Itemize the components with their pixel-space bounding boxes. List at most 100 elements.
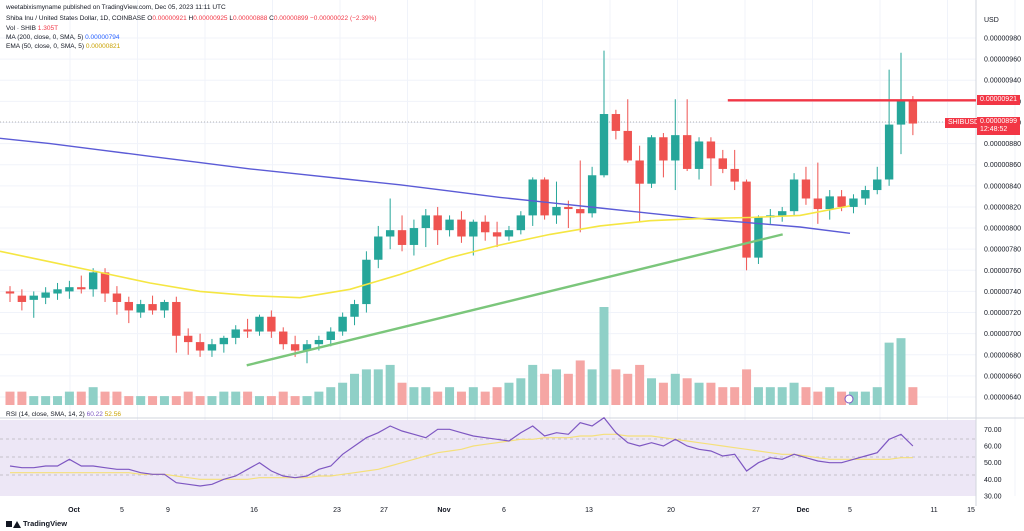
volume-bar [124, 396, 134, 405]
time-tick: Oct [68, 507, 80, 514]
candle-body [896, 100, 906, 125]
ema-value: 0.00000821 [85, 43, 121, 50]
price-tick: 0.00000960 [984, 57, 1021, 64]
volume-bar [254, 396, 264, 405]
volume-bar [730, 387, 740, 405]
volume-bar [623, 373, 633, 405]
tradingview-brand: TradingView [23, 519, 68, 528]
volume-bar [88, 387, 98, 405]
time-tick: 20 [667, 507, 675, 514]
candles [5, 50, 918, 364]
time-tick: Nov [437, 507, 450, 514]
candle-body [730, 168, 739, 182]
candle-body [338, 316, 347, 332]
volume-bar [326, 387, 336, 405]
volume-bar [373, 369, 383, 405]
candle-body [837, 196, 846, 207]
rsi-tick: 40.00 [984, 477, 1002, 484]
symbol-price-tag: SHIBUSD [945, 118, 983, 128]
rsi-tick: 50.00 [984, 460, 1002, 467]
candle-body [552, 206, 561, 216]
candle-body [587, 175, 597, 214]
candle-body [682, 135, 692, 169]
volume-bar [658, 382, 668, 405]
candle-body [243, 329, 252, 332]
time-tick: 11 [930, 507, 937, 514]
candle-body [255, 316, 264, 332]
volume-bar [409, 387, 419, 405]
candle-body [718, 158, 727, 169]
volume-bar [243, 391, 253, 405]
ohlc-low-label: L [229, 15, 233, 22]
volume-bar [112, 391, 122, 405]
candle-body [706, 141, 716, 159]
candle-body [778, 211, 787, 216]
time-tick: 13 [585, 507, 593, 514]
candle-body [219, 337, 229, 345]
volume-bar [183, 391, 193, 405]
volume-bar [17, 391, 27, 405]
price-tick: 0.00000780 [984, 247, 1021, 254]
candle-body [326, 331, 335, 340]
candle-body [742, 181, 751, 258]
time-axis[interactable]: Oct 5 9 16 23 27 Nov 6 13 20 27 Dec 5 11 15 [68, 507, 975, 514]
candle-body [849, 198, 858, 207]
rsi-ma-value: 52.56 [104, 411, 121, 418]
price-tick: 0.00000640 [984, 395, 1021, 402]
time-tick: 27 [752, 507, 760, 514]
currency-label: USD [984, 17, 999, 24]
candle-body [231, 329, 240, 338]
candle-body [207, 344, 217, 351]
candle-body [124, 301, 133, 311]
price-tick: 0.00000760 [984, 268, 1021, 275]
ema-legend[interactable]: EMA (50, close, 0, SMA, 5) 0.00000821 [6, 42, 120, 51]
symbol-legend[interactable]: Shiba Inu / United States Dollar, 1D, CO… [6, 14, 377, 23]
candle-body [694, 141, 704, 169]
candle-body [100, 272, 110, 294]
candle-body [540, 179, 549, 216]
rsi-axis[interactable]: 70.00 60.00 50.00 40.00 30.00 [984, 427, 1002, 501]
volume-bar [148, 396, 158, 405]
volume-bar [528, 364, 538, 405]
price-axis[interactable]: 0.000009800.000009600.000009400.00000920… [984, 36, 1021, 402]
ohlc-high: 0.00000925 [193, 15, 228, 22]
time-tick: Dec [797, 507, 810, 514]
price-tick: 0.00000940 [984, 78, 1021, 85]
volume-bar [314, 391, 324, 405]
price-tick: 0.00000840 [984, 183, 1021, 190]
volume-bar [896, 338, 906, 405]
volume-legend[interactable]: Vol · SHIB 1.305T [6, 24, 58, 33]
candle-body [504, 230, 514, 237]
price-tick: 0.00000660 [984, 373, 1021, 380]
candle-body [421, 215, 430, 229]
event-marker-icon[interactable] [844, 394, 854, 404]
volume-bar [563, 373, 573, 405]
candle-body [172, 301, 181, 336]
volume-bar [635, 364, 645, 405]
volume-bar [468, 387, 478, 405]
candle-body [492, 232, 502, 237]
candle-body [884, 124, 894, 180]
candle-body [754, 217, 763, 258]
volume-bar [575, 360, 585, 405]
price-tick: 0.00000720 [984, 310, 1021, 317]
volume-bar [350, 373, 360, 405]
candle-body [481, 221, 490, 233]
tradingview-footer[interactable]: TradingView [6, 519, 67, 528]
volume-bar [397, 382, 407, 405]
volume-bar [551, 369, 561, 405]
candle-body [314, 339, 324, 345]
time-tick: 15 [967, 507, 975, 514]
candle-body [385, 230, 395, 237]
volume-bar [611, 369, 621, 405]
support-trendline[interactable] [246, 233, 783, 367]
candle-body [65, 287, 74, 292]
price-tick: 0.00000860 [984, 162, 1021, 169]
resistance-price-tag: 0.00000921 [977, 95, 1020, 105]
candle-body [41, 292, 50, 298]
ma-legend[interactable]: MA (200, close, 0, SMA, 5) 0.00000794 [6, 33, 119, 42]
candle-body [789, 179, 799, 212]
candle-body [160, 301, 169, 311]
rsi-legend[interactable]: RSI (14, close, SMA, 14, 2) 60.22 52.56 [6, 410, 121, 419]
